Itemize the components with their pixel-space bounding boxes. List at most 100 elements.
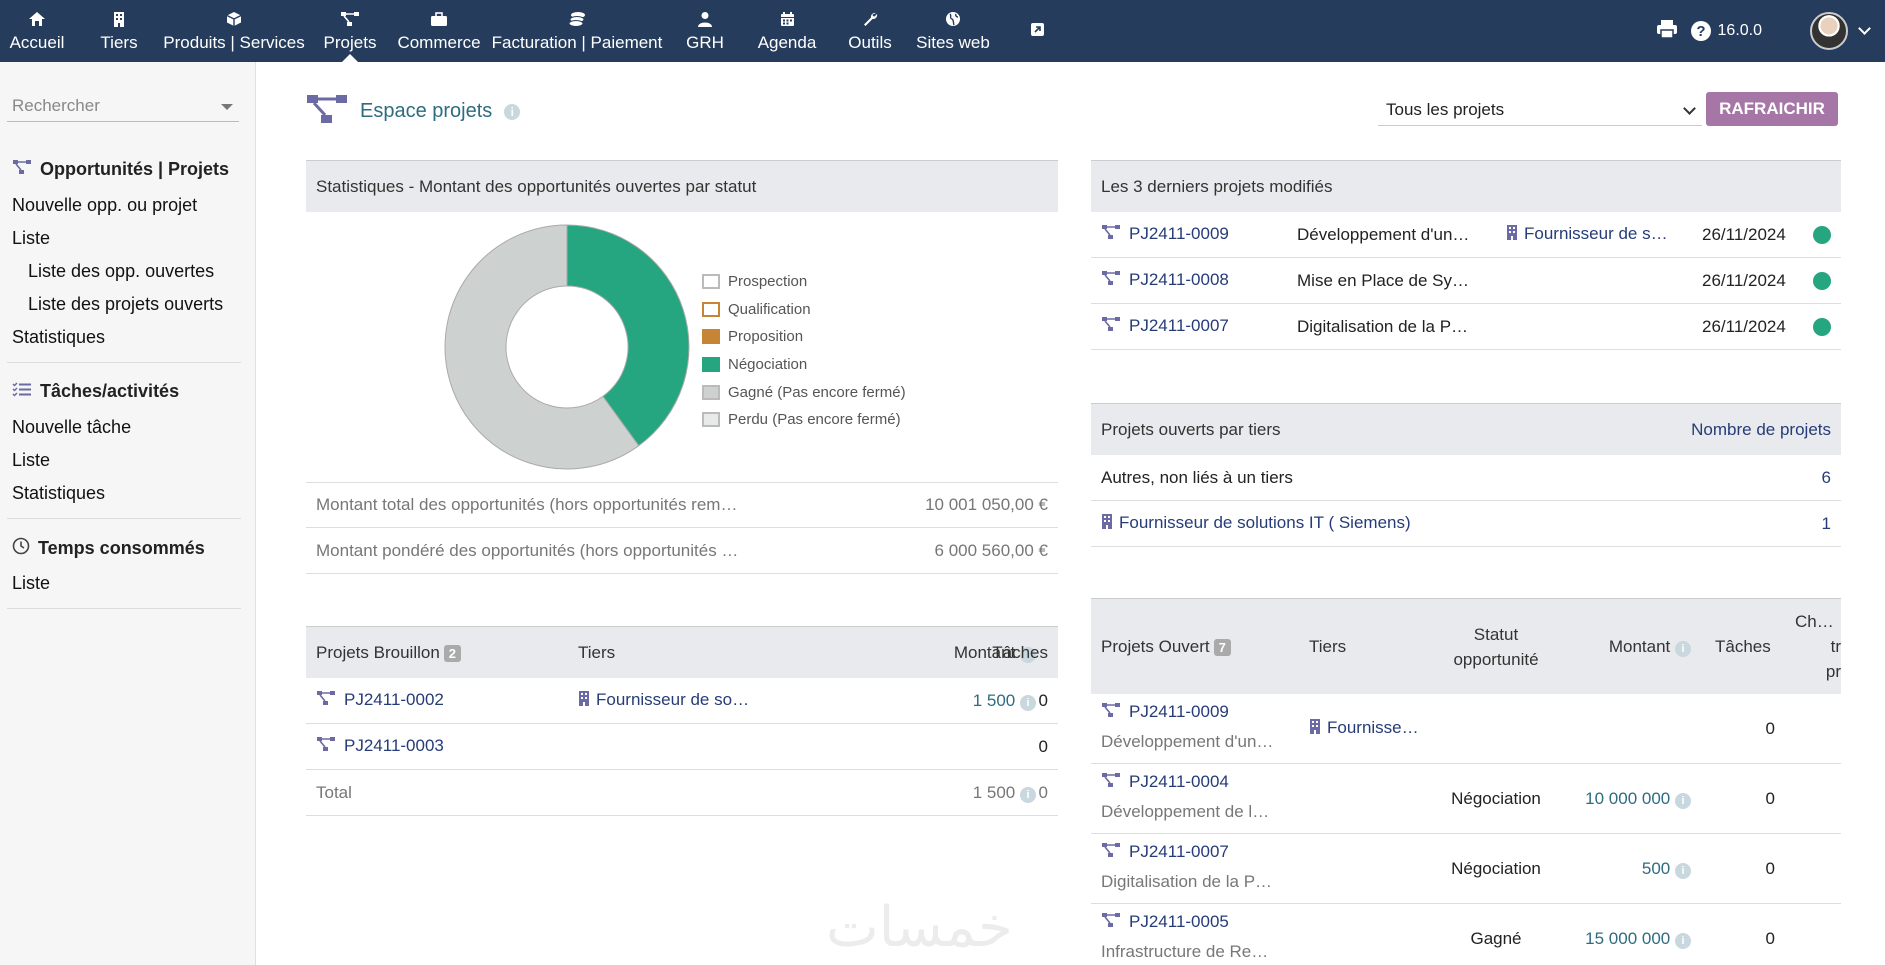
link-liste-temps[interactable]: Liste [12,573,51,593]
project-link[interactable]: PJ2411-0008 [1101,270,1229,291]
amount-value[interactable]: 1 500 [972,690,1016,710]
legend-item[interactable]: Négociation [702,351,906,379]
project-link[interactable]: PJ2411-0007 [1101,842,1291,863]
nav-grh[interactable]: GRH [683,0,727,62]
tiers-link[interactable]: Fournisseur de s… [1506,224,1686,245]
tiers-name[interactable]: Fournisseur de so… [596,689,750,709]
building-icon [1506,224,1518,245]
project-count[interactable]: 6 [1821,467,1831,487]
project-icon [340,9,360,29]
project-link[interactable]: PJ2411-0004 [1101,772,1291,793]
project-link[interactable]: PJ2411-0007 [1101,316,1229,337]
legend-item[interactable]: Gagné (Pas encore fermé) [702,378,906,406]
project-ref[interactable]: PJ2411-0008 [1129,269,1229,289]
donut-slice-gagné-pas-encore-fermé-[interactable] [444,224,640,470]
tiers-link[interactable]: Fournisseur de so… [578,690,778,711]
tiers-link[interactable]: Fournisseur de solutions IT ( Siemens) [1101,513,1411,534]
section-taches[interactable]: Tâches/activités [12,381,179,402]
project-link[interactable]: PJ2411-0005 [1101,912,1291,933]
nav-tiers[interactable]: Tiers [92,0,146,62]
amount-value[interactable]: 10 000 000 [1585,788,1671,808]
info-icon[interactable]: i [1675,640,1691,657]
total-row: Total 1 500 i 0 [306,770,1058,816]
nav-projets[interactable]: Projets [319,0,381,62]
nav-accueil[interactable]: Accueil [0,0,74,62]
chevron-down-icon[interactable] [1858,22,1871,35]
legend-item[interactable]: Perdu (Pas encore fermé) [702,406,906,434]
nav-agenda[interactable]: Agenda [754,0,820,62]
project-icon [1101,316,1121,337]
project-link[interactable]: PJ2411-0009 [1101,224,1229,245]
project-ref[interactable]: PJ2411-0005 [1129,912,1229,931]
tiers-name[interactable]: Fournisse… [1327,717,1419,737]
tiers-link[interactable]: Fournisse… [1309,718,1431,739]
amount-value[interactable]: 500 [1641,858,1671,878]
search-input[interactable]: Rechercher [7,92,239,122]
link-liste-projets[interactable]: Liste [12,228,51,248]
info-icon[interactable]: i [504,103,521,120]
project-link[interactable]: PJ2411-0009 [1101,702,1291,723]
nav-facturation[interactable]: Facturation | Paiement [492,0,662,62]
clock-icon [12,537,30,560]
link-statistiques-projets[interactable]: Statistiques [12,327,106,347]
tiers-name[interactable]: Fournisseur de s… [1524,223,1668,243]
link-liste-projets-ouverts[interactable]: Liste des projets ouverts [28,294,224,314]
link-nouvelle-opp[interactable]: Nouvelle opp. ou projet [12,195,198,215]
page-title: Espace projets [360,100,493,122]
search-dropdown-icon[interactable] [221,104,233,110]
project-ref[interactable]: PJ2411-0007 [1129,842,1229,861]
help-icon[interactable]: ? 16.0.0 [1690,20,1762,42]
draft-title-text: Projets Brouillon [316,642,440,662]
project-ref[interactable]: PJ2411-0004 [1129,772,1229,791]
table-row: PJ2411-0002 Fournisseur de so… 1 500 i 0 [306,678,1058,724]
search-placeholder: Rechercher [12,96,100,115]
link-nouvelle-tache[interactable]: Nouvelle tâche [12,417,132,437]
project-ref[interactable]: PJ2411-0009 [1129,702,1229,721]
link-liste-taches[interactable]: Liste [12,450,51,470]
donut-slice-négociation[interactable] [566,224,690,447]
link-liste-opp-ouvertes[interactable]: Liste des opp. ouvertes [28,261,215,281]
info-icon[interactable]: i [1675,932,1691,949]
wrench-icon [862,9,878,29]
nav-outils[interactable]: Outils [846,0,894,62]
legend-swatch [702,357,720,373]
info-icon[interactable]: i [1020,694,1036,711]
project-filter-select[interactable]: Tous les projets [1378,94,1702,126]
project-label: Digitalisation de la P… [1101,872,1273,891]
project-count[interactable]: 1 [1821,513,1831,533]
legend-item[interactable]: Qualification [702,296,906,324]
printer-icon[interactable] [1656,19,1678,44]
info-icon[interactable]: i [1675,792,1691,809]
info-icon[interactable]: i [1020,786,1036,803]
top-navigation-bar: Accueil Tiers Produits | Services Projet… [0,0,1885,62]
legend-item[interactable]: Prospection [702,268,906,296]
tiers-name[interactable]: Fournisseur de solutions IT ( Siemens) [1119,512,1411,532]
project-ref[interactable]: PJ2411-0007 [1129,315,1229,335]
section-temps[interactable]: Temps consommés [12,537,205,560]
col-status: Statut opportunité [1431,622,1561,672]
info-icon[interactable]: i [1020,646,1036,663]
project-link[interactable]: PJ2411-0002 [316,690,444,711]
nav-label: Tiers [100,33,138,52]
project-ref[interactable]: PJ2411-0003 [344,735,444,755]
version-label: 16.0.0 [1717,22,1762,39]
avatar[interactable] [1810,12,1848,50]
nav-external[interactable] [1024,0,1050,62]
building-icon [1309,718,1321,739]
legend-item[interactable]: Proposition [702,323,906,351]
open-title: Projets Ouvert 7 [1101,637,1231,657]
amount-cell: 15 000 000 i [1571,929,1691,949]
link-statistiques-taches[interactable]: Statistiques [12,483,106,503]
col-tiers: Tiers [578,642,616,662]
info-icon[interactable]: i [1675,862,1691,879]
section-opportunites-projets[interactable]: Opportunités | Projets [12,159,229,180]
project-ref[interactable]: PJ2411-0009 [1129,223,1229,243]
project-link[interactable]: PJ2411-0003 [316,736,444,757]
refresh-button[interactable]: RAFRAICHIR [1706,92,1838,126]
amount-value[interactable]: 15 000 000 [1585,928,1671,948]
project-ref[interactable]: PJ2411-0002 [344,689,444,709]
project-icon [316,690,336,711]
nav-commerce[interactable]: Commerce [397,0,481,62]
nav-sites-web[interactable]: Sites web [915,0,991,62]
nav-produits-services[interactable]: Produits | Services [163,0,305,62]
